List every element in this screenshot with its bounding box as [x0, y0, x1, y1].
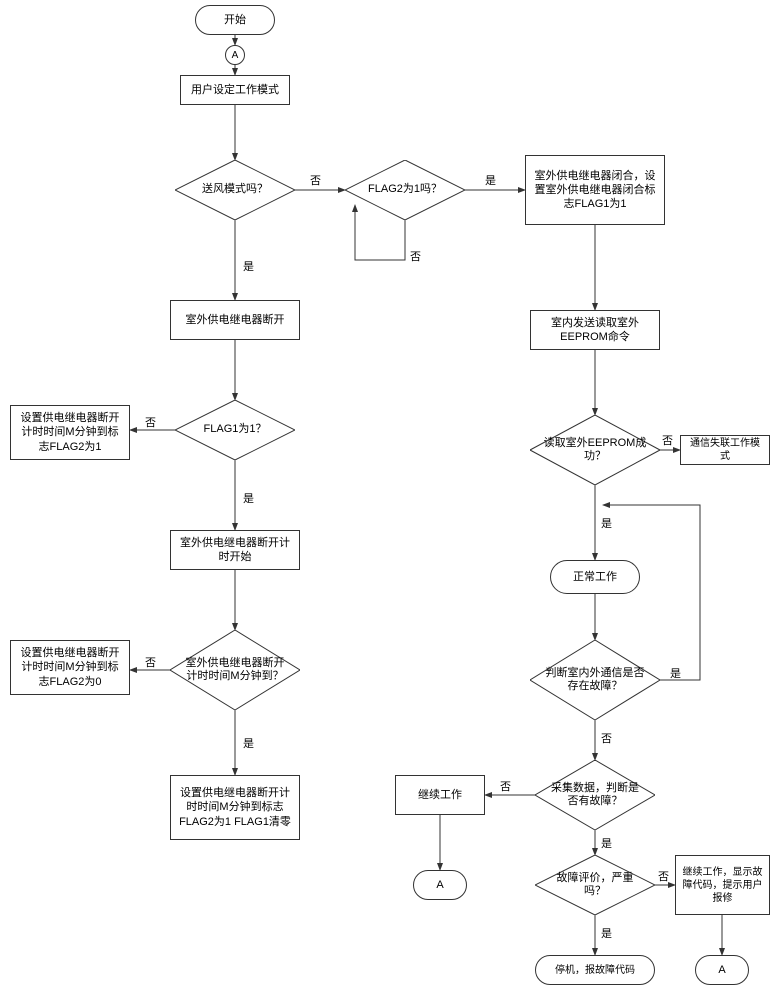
label: A	[232, 49, 239, 62]
label: 停机，报故障代码	[555, 964, 635, 977]
label: 采集数据，判断是否有故障？	[547, 782, 643, 808]
node-severe: 故障评价，严重吗？	[535, 855, 655, 915]
label: 送风模式吗？	[202, 183, 268, 196]
node-comm-loss: 通信失联工作模式	[680, 435, 770, 465]
edges-layer	[0, 0, 777, 1000]
label: 读取室外EEPROM成功？	[542, 437, 648, 463]
node-flag1: FLAG1为1？	[175, 400, 295, 460]
label: 室内发送读取室外EEPROM命令	[537, 316, 653, 345]
node-continue-show: 继续工作，显示故障代码，提示用户报修	[675, 855, 770, 915]
label: FLAG2为1吗？	[368, 183, 442, 196]
label: 正常工作	[573, 570, 617, 584]
node-conn-a-top: A	[225, 45, 245, 65]
label: 继续工作，显示故障代码，提示用户报修	[682, 866, 763, 905]
edge-eeprom-yes: 是	[601, 515, 612, 531]
label: 设置供电继电器断开计时时间M分钟到标志FLAG2为0	[17, 646, 123, 689]
node-relay-close: 室外供电继电器闭合，设置室外供电继电器闭合标志FLAG1为1	[525, 155, 665, 225]
edge-collect-yes: 是	[601, 835, 612, 851]
node-conn-a-left: A	[413, 870, 467, 900]
node-set-flag2-1a: 设置供电继电器断开计时时间M分钟到标志FLAG2为1	[10, 405, 130, 460]
label: 设置供电继电器断开计时时间M分钟到标志FLAG2为1	[17, 411, 123, 454]
label: 室外供电继电器闭合，设置室外供电继电器闭合标志FLAG1为1	[532, 169, 658, 212]
node-send-eeprom: 室内发送读取室外EEPROM命令	[530, 310, 660, 350]
label: 通信失联工作模式	[687, 437, 763, 463]
edge-severe-no: 否	[658, 868, 669, 884]
label: A	[436, 878, 443, 892]
label: A	[718, 963, 725, 977]
label: 用户设定工作模式	[191, 83, 279, 97]
edge-commfault-yes: 是	[670, 665, 681, 681]
node-comm-fault: 判断室内外通信是否存在故障？	[530, 640, 660, 720]
edge-flag1-yes: 是	[243, 490, 254, 506]
node-fan-mode: 送风模式吗？	[175, 160, 295, 220]
edge-collect-no: 否	[500, 778, 511, 794]
node-flag2: FLAG2为1吗？	[345, 160, 465, 220]
label: 室外供电继电器断开计时时间M分钟到？	[182, 657, 288, 683]
node-stop-report: 停机，报故障代码	[535, 955, 655, 985]
node-set-flag2-1b: 设置供电继电器断开计时时间M分钟到标志FLAG2为1 FLAG1清零	[170, 775, 300, 840]
edge-flag2-no: 否	[410, 248, 421, 264]
edge-fan-no: 否	[310, 172, 321, 188]
node-read-eeprom: 读取室外EEPROM成功？	[530, 415, 660, 485]
node-conn-a-right: A	[695, 955, 749, 985]
edge-timerm-yes: 是	[243, 735, 254, 751]
edge-timerm-no: 否	[145, 654, 156, 670]
node-collect-fault: 采集数据，判断是否有故障？	[535, 760, 655, 830]
label: 继续工作	[418, 788, 462, 802]
node-normal-work: 正常工作	[550, 560, 640, 594]
node-timer-start: 室外供电继电器断开计时开始	[170, 530, 300, 570]
label: 室外供电继电器断开计时开始	[177, 536, 293, 565]
edge-flag2-yes: 是	[485, 172, 496, 188]
node-timer-m: 室外供电继电器断开计时时间M分钟到？	[170, 630, 300, 710]
label: 故障评价，严重吗？	[547, 872, 643, 898]
label: 开始	[224, 13, 246, 27]
edge-severe-yes: 是	[601, 925, 612, 941]
node-set-flag2-0: 设置供电继电器断开计时时间M分钟到标志FLAG2为0	[10, 640, 130, 695]
edge-flag1-no: 否	[145, 414, 156, 430]
node-continue-work: 继续工作	[395, 775, 485, 815]
edge-fan-yes: 是	[243, 258, 254, 274]
edge-eeprom-no: 否	[662, 432, 673, 448]
label: 室外供电继电器断开	[186, 313, 285, 327]
label: 设置供电继电器断开计时时间M分钟到标志FLAG2为1 FLAG1清零	[177, 786, 293, 829]
node-relay-open: 室外供电继电器断开	[170, 300, 300, 340]
label: 判断室内外通信是否存在故障？	[542, 667, 648, 693]
label: FLAG1为1？	[204, 423, 267, 436]
node-set-mode: 用户设定工作模式	[180, 75, 290, 105]
node-start: 开始	[195, 5, 275, 35]
edge-commfault-no: 否	[601, 730, 612, 746]
